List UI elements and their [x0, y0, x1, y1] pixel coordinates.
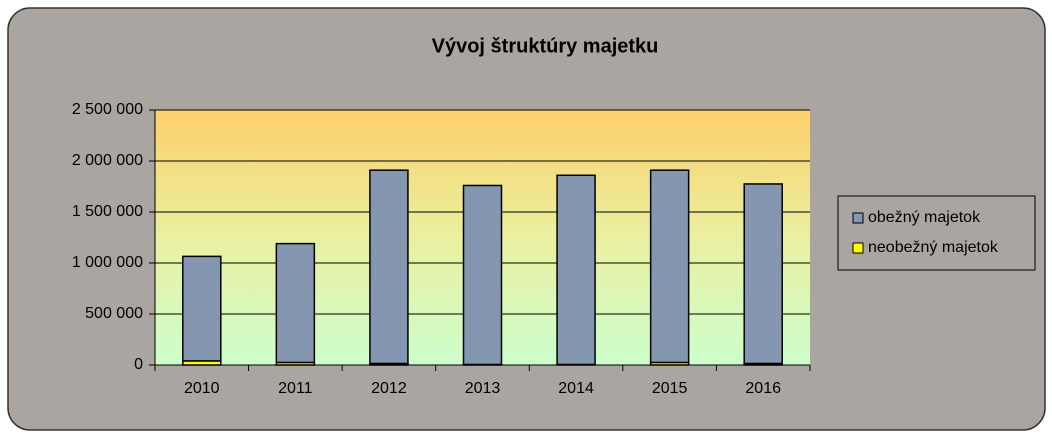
chart-title: Vývoj štruktúry majetku: [432, 35, 659, 57]
y-tick-label: 1 000 000: [72, 254, 143, 271]
x-tick-label: 2014: [558, 380, 594, 397]
bar-segment: [182, 255, 222, 362]
y-tick-label: 1 500 000: [72, 203, 143, 220]
x-tick-label: 2013: [465, 380, 501, 397]
y-tick-label: 2 500 000: [72, 101, 143, 118]
bar-segment: [462, 184, 503, 366]
x-tick-label: 2015: [652, 380, 688, 397]
x-tick-label: 2016: [745, 380, 781, 397]
y-tick-label: 500 000: [85, 305, 143, 322]
y-tick-label: 2 000 000: [72, 152, 143, 169]
x-tick-label: 2012: [371, 380, 407, 397]
legend-swatch: [852, 212, 864, 224]
legend: [837, 195, 1036, 271]
bar-segment: [743, 183, 783, 365]
x-tick-label: 2011: [278, 380, 313, 397]
y-tick-label: 0: [134, 356, 143, 373]
bar-segment: [275, 242, 316, 364]
bar-segment: [649, 169, 690, 364]
legend-label: neobežný majetok: [868, 239, 999, 256]
legend-swatch: [852, 242, 864, 254]
bar-segment: [369, 169, 409, 365]
bar-segment: [556, 174, 596, 366]
legend-label: obežný majetok: [868, 209, 981, 226]
x-tick-label: 2010: [184, 380, 220, 397]
